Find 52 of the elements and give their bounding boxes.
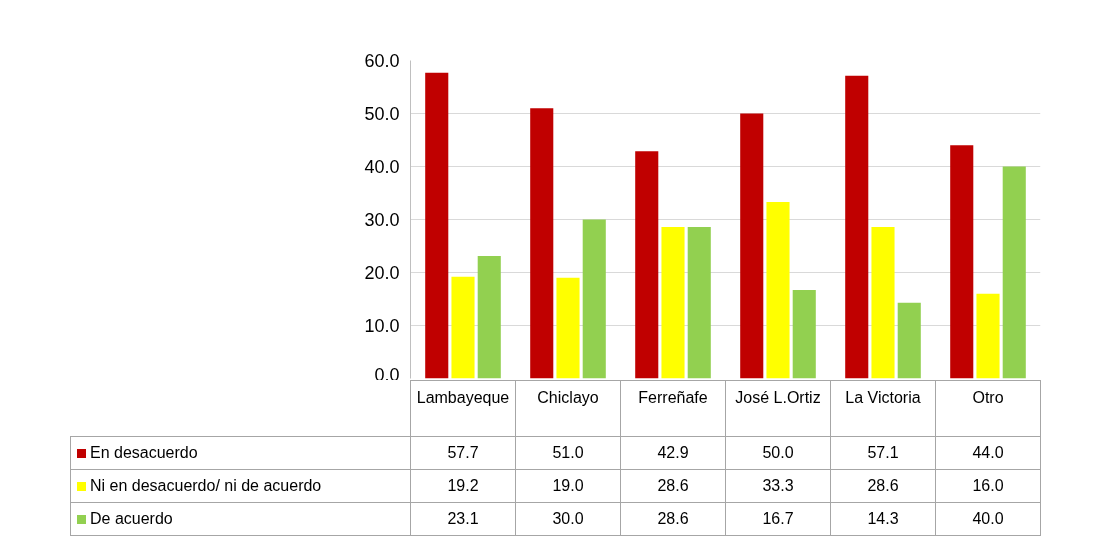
x-tick-label: José L.Ortiz	[725, 380, 831, 437]
x-tick-label: La Victoria	[830, 380, 936, 437]
y-tick-label: 40.0	[364, 157, 400, 177]
data-label: 57.7	[410, 436, 516, 470]
y-tick-label: 30.0	[364, 210, 400, 230]
bar	[451, 276, 475, 379]
y-tick-label: 50.0	[364, 104, 400, 124]
y-tick-label: 0.0	[374, 364, 400, 385]
legend-label: En desacuerdo	[70, 436, 411, 470]
data-label: 33.3	[725, 469, 831, 503]
data-label: 23.1	[410, 502, 516, 536]
bar	[477, 256, 501, 379]
data-label: 50.0	[725, 436, 831, 470]
data-label: 30.0	[515, 502, 621, 536]
bar	[792, 289, 816, 379]
bar	[661, 226, 685, 379]
data-label: 40.0	[935, 502, 1041, 536]
legend-label: De acuerdo	[70, 502, 411, 536]
y-tick-label: 20.0	[364, 263, 400, 283]
x-tick-label: Lambayeque	[410, 380, 516, 437]
data-label: 42.9	[620, 436, 726, 470]
bar	[582, 219, 606, 379]
bar	[425, 72, 449, 379]
data-label: 28.6	[830, 469, 936, 503]
bar	[687, 226, 711, 379]
data-label: 51.0	[515, 436, 621, 470]
data-label: 28.6	[620, 469, 726, 503]
data-label: 19.0	[515, 469, 621, 503]
bar	[845, 75, 869, 379]
bar	[897, 302, 921, 379]
data-label: 28.6	[620, 502, 726, 536]
x-tick-label: Ferreñafe	[620, 380, 726, 437]
data-label: 16.0	[935, 469, 1041, 503]
data-label: 44.0	[935, 436, 1041, 470]
data-label: 19.2	[410, 469, 516, 503]
bar	[950, 145, 974, 379]
bar	[556, 277, 580, 379]
bar	[635, 151, 659, 379]
bar	[976, 293, 1000, 379]
legend-label: Ni en desacuerdo/ ni de acuerdo	[70, 469, 411, 503]
data-label: 16.7	[725, 502, 831, 536]
x-tick-label: Chiclayo	[515, 380, 621, 437]
data-label: 57.1	[830, 436, 936, 470]
bar	[740, 113, 764, 379]
bar	[766, 202, 790, 379]
y-tick-label: 60.0	[364, 51, 400, 71]
y-tick-label: 10.0	[364, 316, 400, 336]
data-label: 14.3	[830, 502, 936, 536]
x-tick-label: Otro	[935, 380, 1041, 437]
bar	[1002, 166, 1026, 379]
bar	[871, 226, 895, 379]
bar	[530, 108, 554, 379]
